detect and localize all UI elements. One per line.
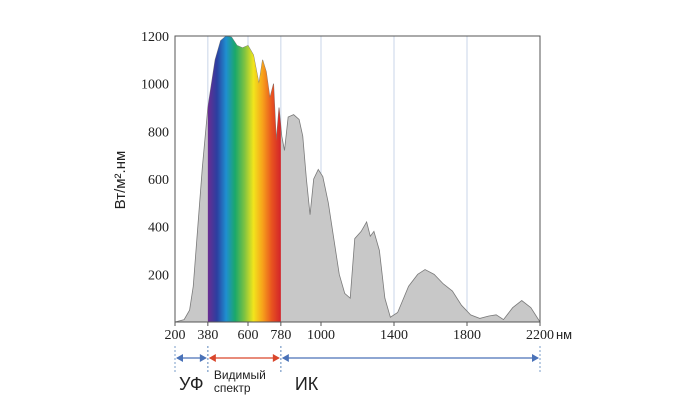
x-tick-label: 2200 — [526, 328, 554, 343]
band-label: УФ — [179, 374, 204, 394]
arrow-head — [532, 354, 539, 362]
band-label: ИК — [295, 374, 319, 394]
x-tick-label: 1000 — [307, 328, 335, 343]
y-tick-label: 1000 — [141, 78, 169, 93]
y-tick-label: 400 — [148, 221, 169, 236]
band-label: Видимый — [214, 368, 266, 382]
x-tick-label: 780 — [270, 328, 291, 343]
y-tick-label: 800 — [148, 125, 169, 140]
x-tick-label: 380 — [197, 328, 218, 343]
arrow-head — [208, 354, 216, 362]
band-label: спектр — [214, 381, 251, 395]
x-tick-label: 1800 — [453, 328, 481, 343]
x-tick-label: 600 — [238, 328, 259, 343]
arrow-head — [199, 354, 207, 362]
y-tick-label: 1200 — [141, 30, 169, 45]
y-axis-label: Вт/м².нм — [112, 151, 129, 210]
arrow-head — [281, 354, 289, 362]
x-unit: нм — [556, 327, 572, 342]
x-tick-label: 200 — [165, 328, 186, 343]
arrow-head — [176, 354, 183, 362]
y-tick-label: 600 — [148, 173, 169, 188]
x-tick-label: 1400 — [380, 328, 408, 343]
y-tick-label: 200 — [148, 268, 169, 283]
plot-border — [174, 35, 541, 323]
arrow-head — [272, 354, 280, 362]
